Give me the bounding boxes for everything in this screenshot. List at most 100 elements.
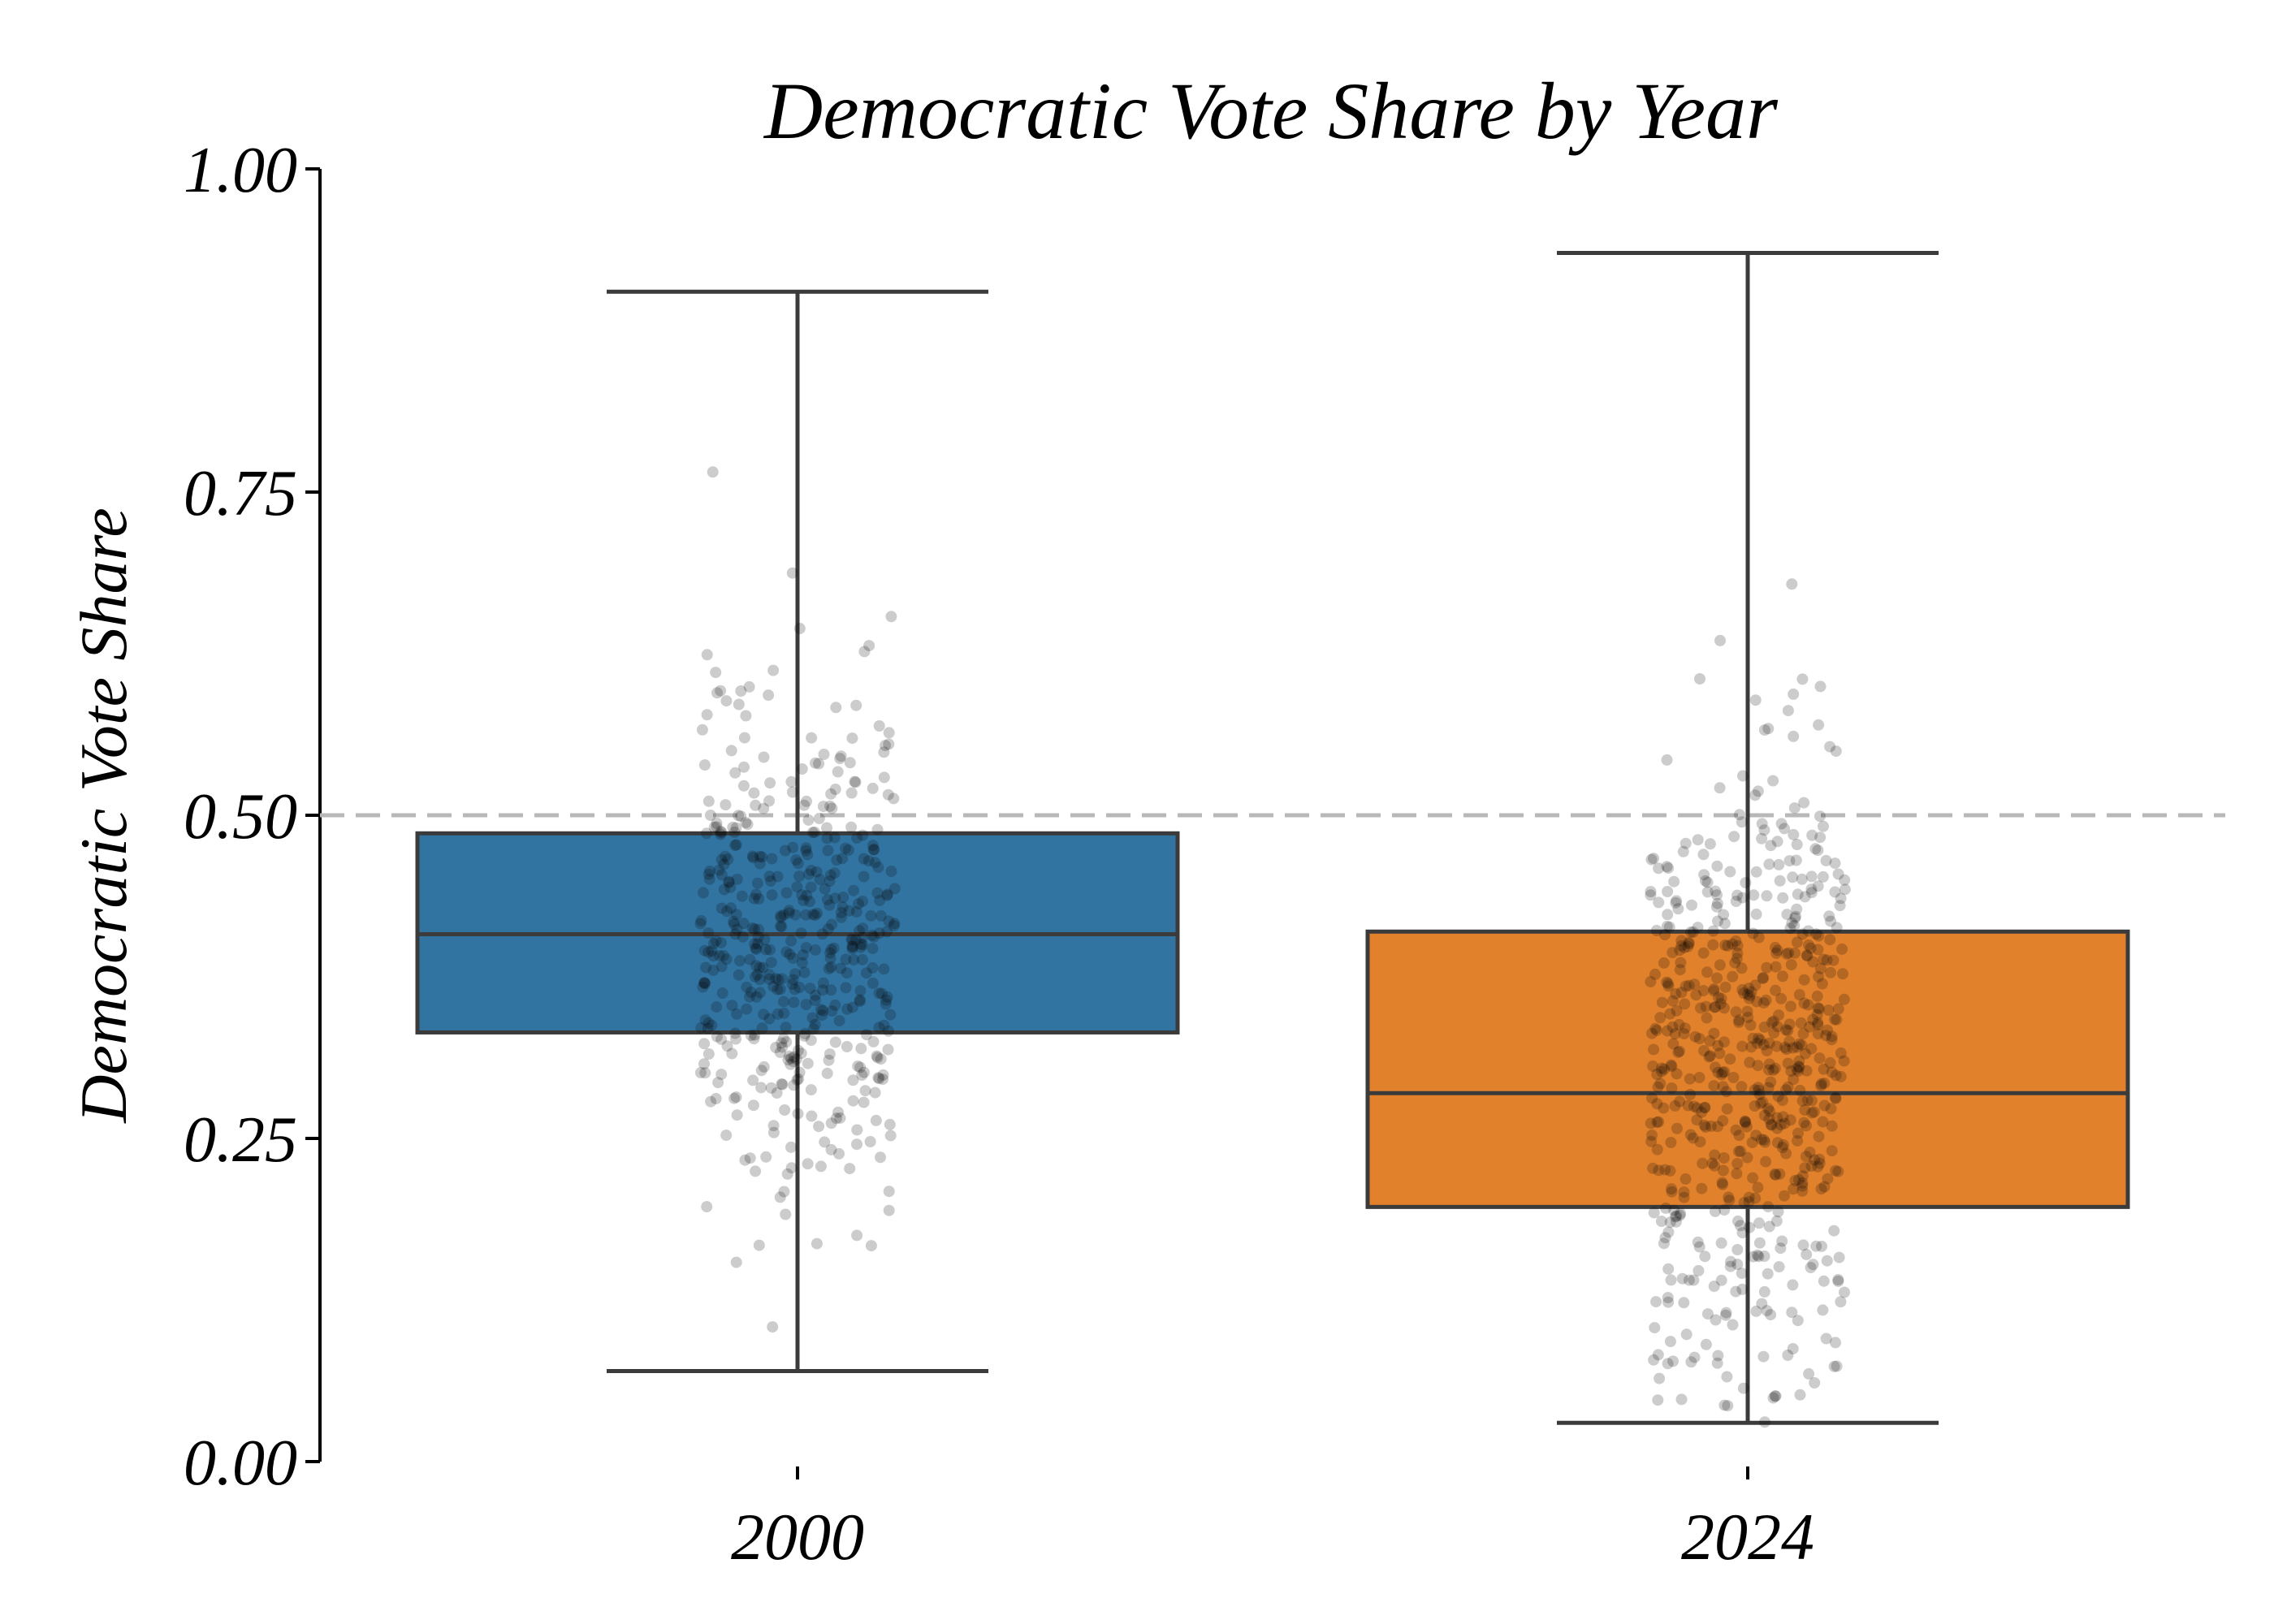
data-point (754, 850, 766, 862)
data-point (703, 1048, 715, 1060)
data-point (1805, 870, 1818, 883)
data-point (825, 788, 837, 800)
data-point (1813, 719, 1825, 731)
data-point (1649, 1022, 1662, 1034)
data-point (1835, 1296, 1847, 1308)
data-point (1762, 1082, 1775, 1094)
data-point (751, 877, 763, 889)
data-point (1761, 1305, 1773, 1317)
data-point (1747, 1032, 1759, 1044)
data-point (1825, 1103, 1837, 1115)
data-point (807, 909, 819, 921)
data-point (857, 896, 869, 907)
data-point (711, 1001, 723, 1013)
data-point (1671, 1122, 1683, 1134)
data-point (1697, 1157, 1709, 1169)
data-point (1740, 1121, 1753, 1133)
data-point (863, 640, 875, 652)
data-point (720, 953, 733, 965)
data-point (1685, 1356, 1697, 1368)
data-point (775, 920, 787, 932)
data-point (793, 982, 806, 993)
data-point (1758, 1109, 1770, 1121)
data-point (1731, 952, 1743, 965)
data-point (1656, 1065, 1667, 1078)
data-point (721, 1040, 733, 1052)
data-point (1718, 1002, 1730, 1014)
data-point (1659, 929, 1671, 941)
data-point (1834, 900, 1846, 912)
data-point (846, 1001, 858, 1013)
data-point (1767, 775, 1779, 787)
x-tick-label: 2000 (731, 1500, 864, 1574)
data-point (725, 902, 737, 914)
data-point (802, 1158, 814, 1170)
data-point (1652, 1349, 1664, 1361)
data-point (1772, 1206, 1784, 1218)
data-point (841, 1041, 853, 1052)
data-point (1709, 1001, 1720, 1013)
data-point (1697, 947, 1710, 959)
data-point (852, 1060, 864, 1072)
data-point (803, 868, 815, 880)
data-point (763, 870, 776, 883)
data-point (802, 1057, 814, 1069)
data-point (1719, 1309, 1731, 1321)
data-point (741, 818, 754, 831)
data-point (1711, 1357, 1723, 1369)
data-point (867, 782, 879, 794)
data-point (750, 944, 763, 955)
data-point (789, 909, 802, 921)
data-point (729, 840, 741, 851)
data-point (1700, 1000, 1712, 1013)
data-point (1747, 927, 1759, 939)
data-point (697, 887, 709, 899)
data-point (743, 680, 755, 693)
data-point (1818, 1099, 1831, 1112)
data-point (854, 994, 866, 1006)
data-point (1792, 1127, 1804, 1139)
data-point (1820, 854, 1832, 866)
data-point (864, 1136, 876, 1147)
data-point (723, 875, 735, 888)
data-point (1667, 1021, 1679, 1033)
data-point (747, 1074, 759, 1086)
data-point (1670, 1211, 1681, 1223)
data-point (730, 1256, 742, 1268)
y-tick-label: 1.00 (184, 135, 297, 206)
data-point (882, 1043, 894, 1056)
data-point (741, 981, 753, 993)
data-point (1667, 947, 1679, 959)
data-point (1743, 1191, 1755, 1203)
data-point (701, 827, 712, 840)
data-point (726, 1000, 738, 1012)
data-point (1765, 1076, 1777, 1088)
data-point (1648, 1043, 1660, 1056)
data-point (1779, 1190, 1790, 1202)
data-point (759, 934, 771, 946)
data-point (1662, 978, 1674, 990)
data-point (738, 761, 750, 773)
data-point (1718, 1204, 1731, 1216)
data-point (698, 977, 710, 989)
data-point (1727, 938, 1739, 950)
data-point (776, 921, 788, 933)
data-point (1666, 1186, 1678, 1198)
data-point (706, 945, 718, 957)
data-point (767, 1126, 780, 1138)
data-point (821, 1067, 833, 1079)
data-point (1780, 1043, 1792, 1056)
data-point (1767, 1392, 1779, 1404)
data-point (845, 821, 858, 833)
data-point (703, 873, 715, 885)
data-point (834, 753, 846, 765)
data-point (1658, 1102, 1670, 1114)
data-point (1805, 887, 1818, 899)
data-point (829, 784, 841, 795)
data-point (1676, 1272, 1688, 1285)
data-point (1761, 961, 1773, 974)
data-point (883, 1204, 895, 1216)
data-point (715, 902, 728, 914)
data-point (821, 822, 832, 834)
data-point (1766, 1119, 1778, 1131)
